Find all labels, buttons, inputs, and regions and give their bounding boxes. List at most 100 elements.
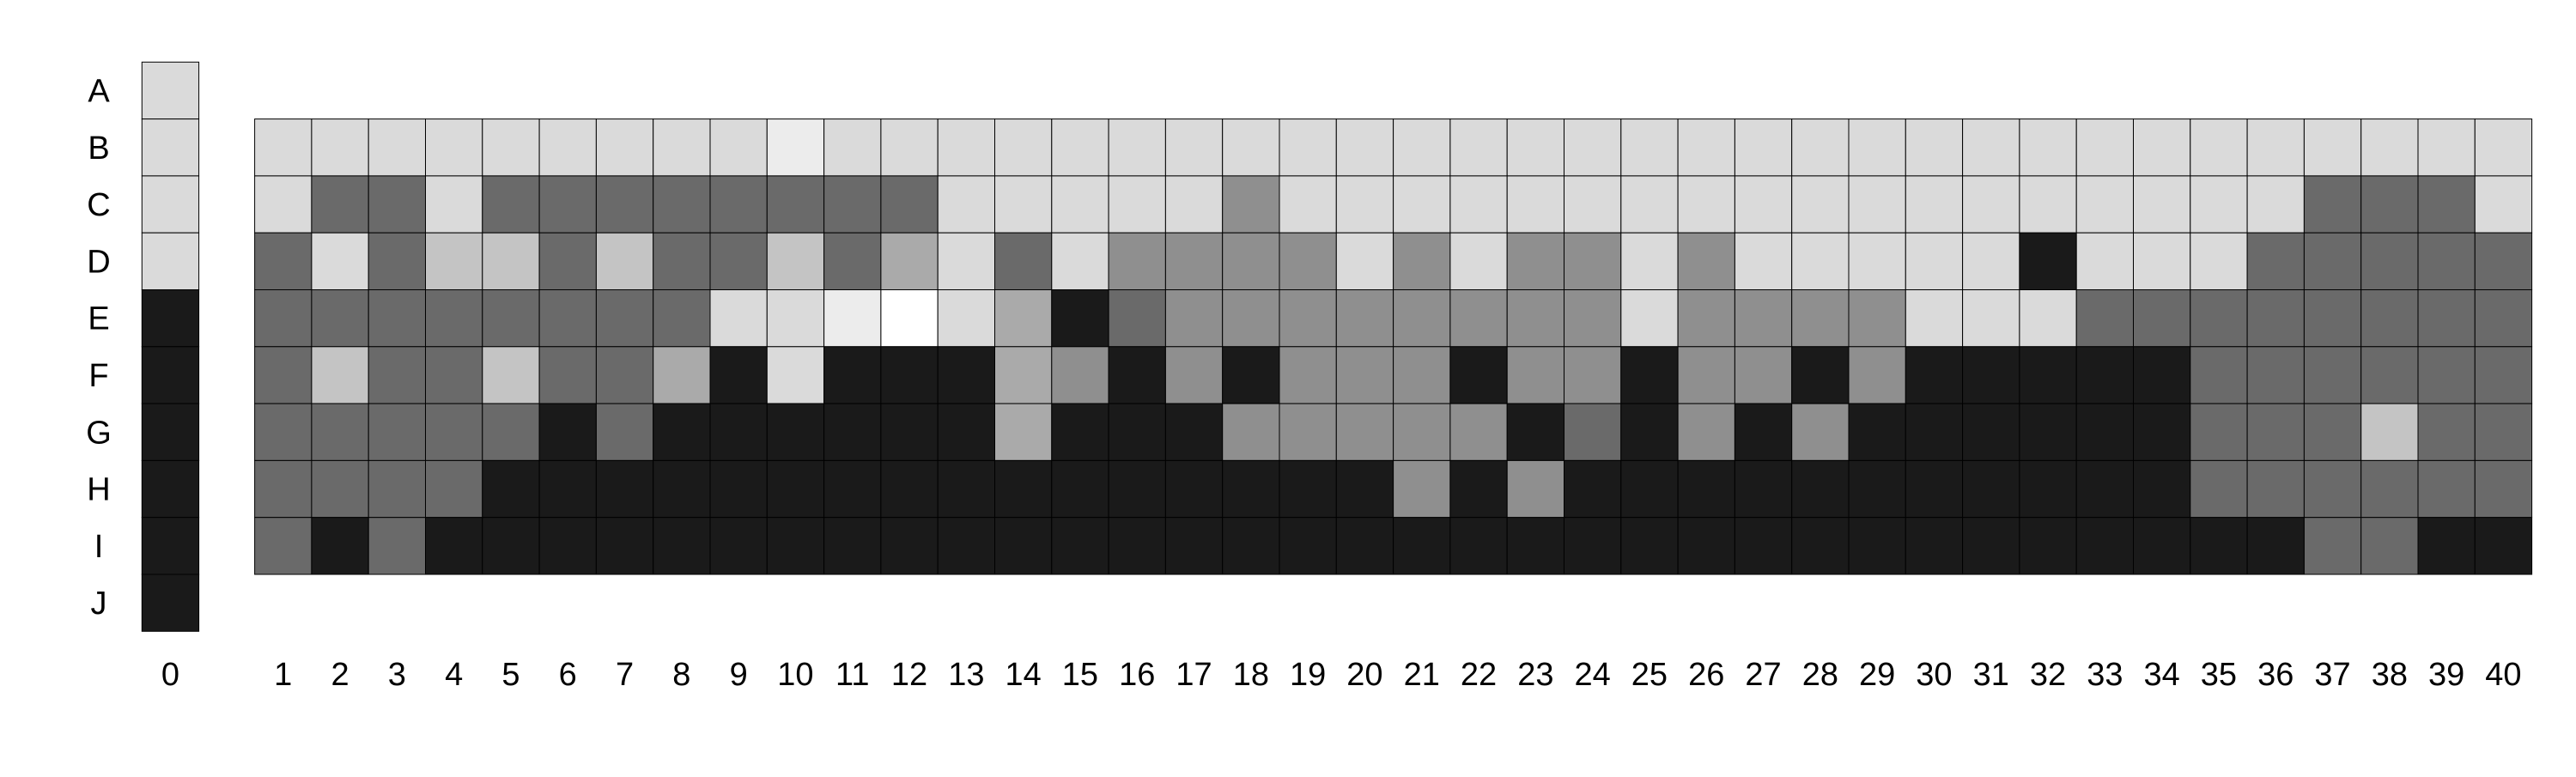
heatmap-cell: [653, 517, 711, 575]
column-label: 10: [777, 657, 813, 693]
heatmap-cell: [2190, 289, 2248, 348]
heatmap-cell: [1335, 118, 1394, 177]
heatmap-cell: [1335, 459, 1394, 519]
heatmap-cell: [2417, 459, 2476, 519]
heatmap-cell: [1620, 118, 1679, 177]
heatmap-cell: [709, 459, 768, 519]
heatmap-cell: [2019, 175, 2077, 234]
heatmap-cell: [1393, 517, 1451, 575]
column-label: 0: [161, 657, 179, 693]
heatmap-cell: [1734, 175, 1793, 234]
heatmap-cell: [2417, 175, 2476, 234]
reference-column: [141, 61, 200, 632]
heatmap-cell: [1848, 459, 1906, 519]
heatmap-cell: [425, 118, 483, 177]
heatmap-cell: [2360, 517, 2419, 575]
heatmap-cell: [653, 175, 711, 234]
heatmap-cell: [1051, 175, 1109, 234]
heatmap-cell: [880, 403, 939, 461]
heatmap-cell: [766, 175, 825, 234]
heatmap-cell: [2303, 175, 2362, 234]
heatmap-cell: [2360, 403, 2419, 461]
heatmap-cell: [1791, 175, 1850, 234]
heatmap-cell: [482, 175, 540, 234]
heatmap-cell: [2075, 175, 2134, 234]
heatmap-cell: [1962, 175, 2020, 234]
heatmap-cell: [2474, 175, 2533, 234]
heatmap-cell: [709, 232, 768, 291]
heatmap-cell: [1393, 346, 1451, 404]
heatmap-cell: [1108, 403, 1166, 461]
heatmap-cell: [2303, 517, 2362, 575]
heatmap-cell: [1734, 232, 1793, 291]
heatmap-cell: [1279, 517, 1337, 575]
heatmap-cell: [1164, 289, 1224, 348]
heatmap-cell: [2019, 289, 2077, 348]
heatmap-cell: [482, 517, 540, 575]
heatmap-cell: [2417, 346, 2476, 404]
heatmap-cell: [1564, 289, 1622, 348]
heatmap-cell: [1734, 289, 1793, 348]
heatmap-cell: [709, 517, 768, 575]
heatmap-cell: [709, 403, 768, 461]
heatmap-cell: [1506, 118, 1564, 177]
heatmap-cell: [368, 517, 427, 575]
heatmap-cell: [1279, 175, 1337, 234]
heatmap-cell: [1506, 175, 1564, 234]
heatmap-cell: [1848, 232, 1906, 291]
heatmap-cell: [2075, 346, 2134, 404]
heatmap-cell: [595, 175, 654, 234]
heatmap-cell: [994, 175, 1053, 234]
column-label: 36: [2257, 657, 2293, 693]
heatmap-cell: [2246, 517, 2305, 575]
column-label: 27: [1745, 657, 1781, 693]
heatmap-cell: [937, 118, 995, 177]
heatmap-cell: [1222, 517, 1280, 575]
heatmap-cell: [1791, 289, 1850, 348]
heatmap-cell: [368, 232, 427, 291]
heatmap-cell: [937, 175, 995, 234]
heatmap-cell: [1564, 118, 1622, 177]
heatmap-cell: [1108, 517, 1166, 575]
heatmap-cell: [1449, 289, 1508, 348]
heatmap-cell: [937, 232, 995, 291]
heatmap-cell: [1222, 346, 1280, 404]
heatmap-cell: [1108, 232, 1166, 291]
heatmap-cell: [141, 289, 200, 348]
heatmap-cell: [1051, 459, 1109, 519]
column-label: 40: [2485, 657, 2521, 693]
heatmap-cell: [994, 517, 1053, 575]
heatmap-cell: [994, 289, 1053, 348]
heatmap-cell: [2133, 346, 2191, 404]
heatmap-cell: [1279, 459, 1337, 519]
heatmap-cell: [1677, 403, 1735, 461]
heatmap-cell: [1962, 232, 2020, 291]
heatmap-cell: [1962, 118, 2020, 177]
heatmap-cell: [1620, 403, 1679, 461]
heatmap-cell: [766, 289, 825, 348]
heatmap-cell: [1677, 517, 1735, 575]
heatmap-cell: [1677, 459, 1735, 519]
heatmap-cell: [1506, 232, 1564, 291]
heatmap-cell: [880, 346, 939, 404]
heatmap-cell: [1051, 403, 1109, 461]
column-label: 7: [616, 657, 634, 693]
heatmap-cell: [538, 517, 597, 575]
heatmap-cell: [1108, 118, 1166, 177]
heatmap-cell: [2474, 459, 2533, 519]
heatmap-cell: [2133, 459, 2191, 519]
heatmap-cell: [653, 289, 711, 348]
column-label: 6: [559, 657, 577, 693]
heatmap-cell: [1791, 232, 1850, 291]
column-label: 8: [672, 657, 690, 693]
heatmap-cell: [1279, 289, 1337, 348]
heatmap-cell: [595, 346, 654, 404]
heatmap-cell: [2019, 232, 2077, 291]
heatmap-cell: [2474, 289, 2533, 348]
row-label: J: [91, 586, 107, 622]
heatmap-cell: [1051, 517, 1109, 575]
row-label: I: [94, 529, 104, 565]
heatmap-grid: [254, 118, 2533, 575]
heatmap-cell: [595, 289, 654, 348]
